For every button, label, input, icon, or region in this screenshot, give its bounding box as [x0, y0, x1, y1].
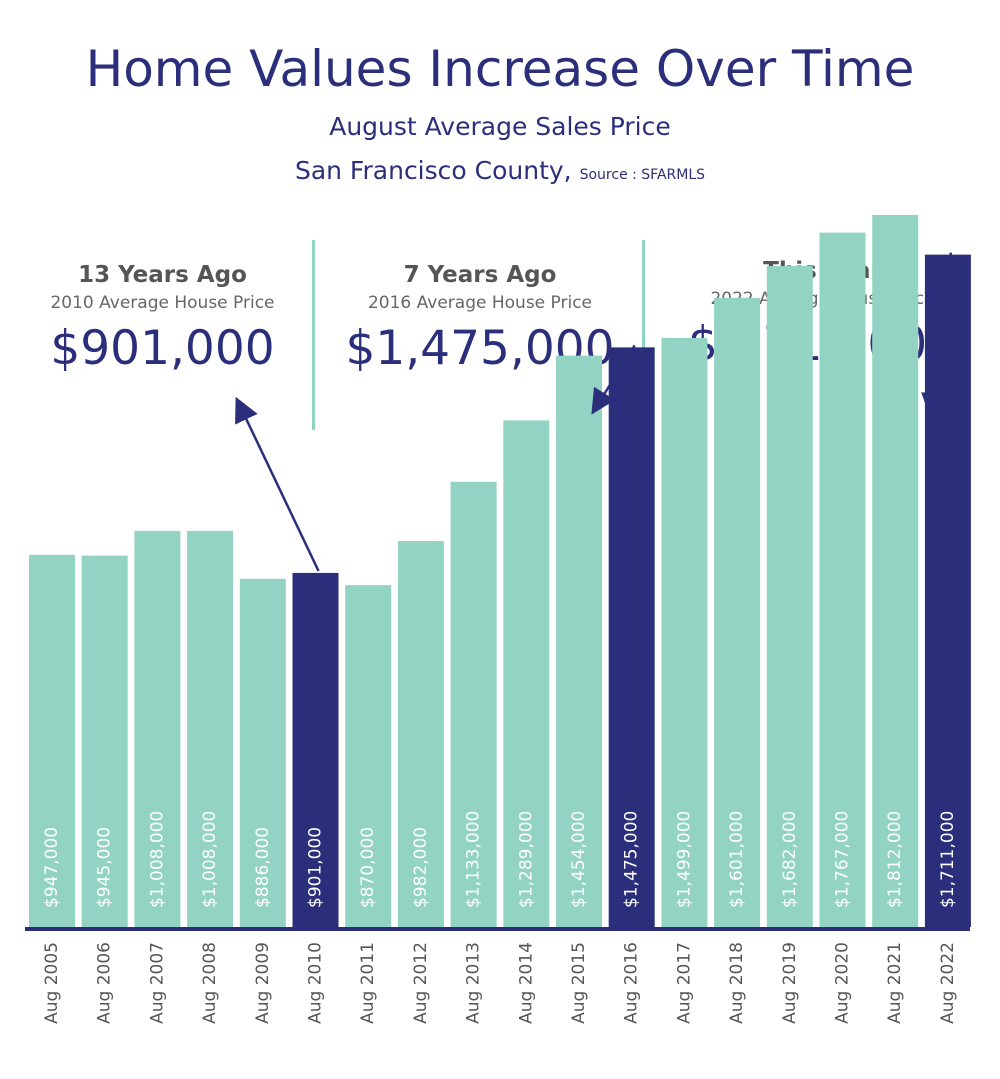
x-tick-aug-2012: Aug 2012 [411, 942, 431, 1024]
value-label-aug-2010: $901,000 [306, 827, 326, 908]
divider-right [642, 240, 645, 430]
value-label-aug-2009: $886,000 [253, 827, 273, 908]
arrow-aug-2022 [921, 252, 953, 419]
value-label-aug-2007: $1,008,000 [147, 811, 167, 908]
x-tick-aug-2018: Aug 2018 [727, 942, 747, 1024]
value-label-aug-2018: $1,601,000 [727, 811, 747, 908]
callout-2016-desc: 2016 Average House Price [367, 293, 593, 313]
bar-aug-2019 [766, 266, 813, 927]
bar-aug-2022 [924, 254, 971, 928]
value-label-aug-2008: $1,008,000 [200, 811, 220, 908]
callout-2010-price: $901,000 [50, 321, 275, 376]
bar-aug-2018 [714, 297, 761, 927]
value-label-aug-2016: $1,475,000 [622, 811, 642, 908]
bar-aug-2011 [345, 585, 392, 927]
value-label-aug-2005: $947,000 [42, 827, 62, 908]
bar-aug-2020 [819, 232, 866, 927]
bar-aug-2021 [872, 214, 919, 927]
chart-title: Home Values Increase Over Time [85, 40, 915, 98]
x-tick-aug-2017: Aug 2017 [674, 942, 694, 1024]
location-label: San Francisco County, [294, 156, 572, 185]
x-tick-aug-2009: Aug 2009 [253, 942, 273, 1024]
bar-aug-2010 [292, 572, 339, 927]
value-label-aug-2015: $1,454,000 [569, 811, 589, 908]
divider-left [312, 240, 315, 430]
bar-aug-2015 [556, 355, 602, 927]
x-tick-aug-2008: Aug 2008 [200, 942, 220, 1024]
value-label-aug-2019: $1,682,000 [780, 811, 800, 908]
x-tick-aug-2011: Aug 2011 [358, 942, 378, 1024]
callout-2010-heading: 13 Years Ago [78, 262, 247, 288]
x-tick-aug-2021: Aug 2021 [885, 942, 905, 1024]
value-label-aug-2011: $870,000 [358, 827, 378, 908]
x-tick-aug-2014: Aug 2014 [516, 942, 536, 1024]
x-tick-labels: Aug 2005 Aug 2006 Aug 2007 Aug 2008 Aug 2009… [42, 942, 958, 1024]
bar-aug-2012 [397, 541, 444, 927]
x-tick-aug-2006: Aug 2006 [95, 942, 115, 1024]
source-label: Source : SFARMLS [579, 167, 706, 183]
x-tick-aug-2019: Aug 2019 [780, 942, 800, 1024]
bar-aug-2016 [608, 347, 655, 927]
value-label-aug-2006: $945,000 [95, 827, 115, 908]
x-tick-aug-2007: Aug 2007 [147, 942, 167, 1024]
value-label-aug-2012: $982,000 [411, 827, 431, 908]
arrows-group [235, 252, 953, 572]
x-tick-aug-2013: Aug 2013 [464, 942, 484, 1024]
value-label-aug-2014: $1,289,000 [516, 811, 536, 908]
arrow-aug-2016 [591, 344, 636, 415]
bar-aug-2009 [239, 578, 286, 927]
x-tick-aug-2005: Aug 2005 [42, 942, 62, 1024]
bar-aug-2013 [450, 481, 497, 927]
callout-2016-heading: 7 Years Ago [403, 262, 557, 288]
value-label-aug-2020: $1,767,000 [833, 811, 853, 908]
bar-aug-2017 [661, 337, 708, 928]
value-label-aug-2017: $1,499,000 [674, 811, 694, 908]
value-label-aug-2013: $1,133,000 [464, 811, 484, 908]
callout-2010-desc: 2010 Average House Price [50, 293, 275, 313]
x-tick-aug-2010: Aug 2010 [306, 942, 326, 1024]
bar-aug-2008 [187, 530, 234, 927]
x-tick-aug-2015: Aug 2015 [569, 942, 589, 1024]
chart-subtitle-location: San Francisco County, Source : SFARMLS [0, 156, 1000, 185]
x-tick-aug-2016: Aug 2016 [622, 942, 642, 1024]
bar-aug-2005 [29, 554, 75, 927]
chart-subtitle: August Average Sales Price [329, 112, 671, 141]
callout-2010: 13 Years Ago 2010 Average House Price $9… [15, 262, 310, 376]
value-label-aug-2022: $1,711,000 [938, 811, 958, 908]
bar-aug-2014 [503, 420, 550, 927]
bars-group: $947,000 $945,000 $1,008,000 $1,008,000 $886… [29, 214, 971, 928]
x-tick-aug-2022: Aug 2022 [938, 942, 958, 1024]
bar-aug-2006 [81, 555, 128, 927]
bar-aug-2007 [134, 530, 181, 927]
x-tick-aug-2020: Aug 2020 [833, 942, 853, 1024]
value-label-aug-2021: $1,812,000 [885, 811, 905, 908]
arrow-aug-2010 [235, 396, 320, 572]
